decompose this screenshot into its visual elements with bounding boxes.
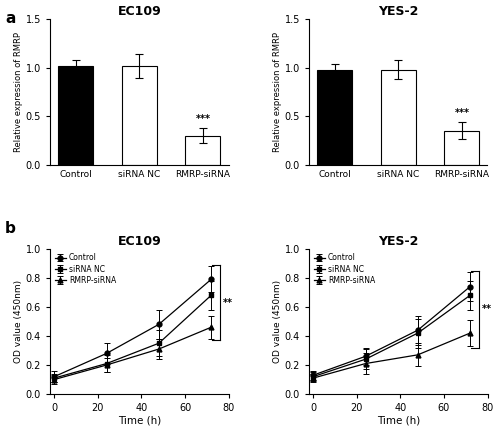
Bar bbox=[58, 66, 93, 165]
Y-axis label: Relative expression of RMRP: Relative expression of RMRP bbox=[272, 32, 281, 152]
Bar bbox=[444, 131, 480, 165]
Legend: Control, siRNA NC, RMRP-siRNA: Control, siRNA NC, RMRP-siRNA bbox=[312, 253, 376, 286]
Text: **: ** bbox=[482, 304, 492, 314]
Y-axis label: OD value (450nm): OD value (450nm) bbox=[272, 280, 281, 363]
Text: b: b bbox=[5, 221, 16, 236]
Bar bbox=[317, 70, 352, 165]
Bar bbox=[380, 70, 416, 165]
Title: EC109: EC109 bbox=[118, 235, 161, 248]
X-axis label: Time (h): Time (h) bbox=[376, 416, 420, 426]
Legend: Control, siRNA NC, RMRP-siRNA: Control, siRNA NC, RMRP-siRNA bbox=[54, 253, 117, 286]
Y-axis label: Relative expression of RMRP: Relative expression of RMRP bbox=[14, 32, 23, 152]
Text: ***: *** bbox=[454, 108, 469, 118]
Y-axis label: OD value (450nm): OD value (450nm) bbox=[14, 280, 23, 363]
X-axis label: Time (h): Time (h) bbox=[118, 416, 161, 426]
Bar bbox=[122, 66, 157, 165]
Text: a: a bbox=[5, 11, 15, 26]
Text: ***: *** bbox=[196, 114, 210, 124]
Title: YES-2: YES-2 bbox=[378, 5, 418, 18]
Title: YES-2: YES-2 bbox=[378, 235, 418, 248]
Title: EC109: EC109 bbox=[118, 5, 161, 18]
Text: **: ** bbox=[223, 297, 233, 307]
Bar bbox=[186, 136, 220, 165]
